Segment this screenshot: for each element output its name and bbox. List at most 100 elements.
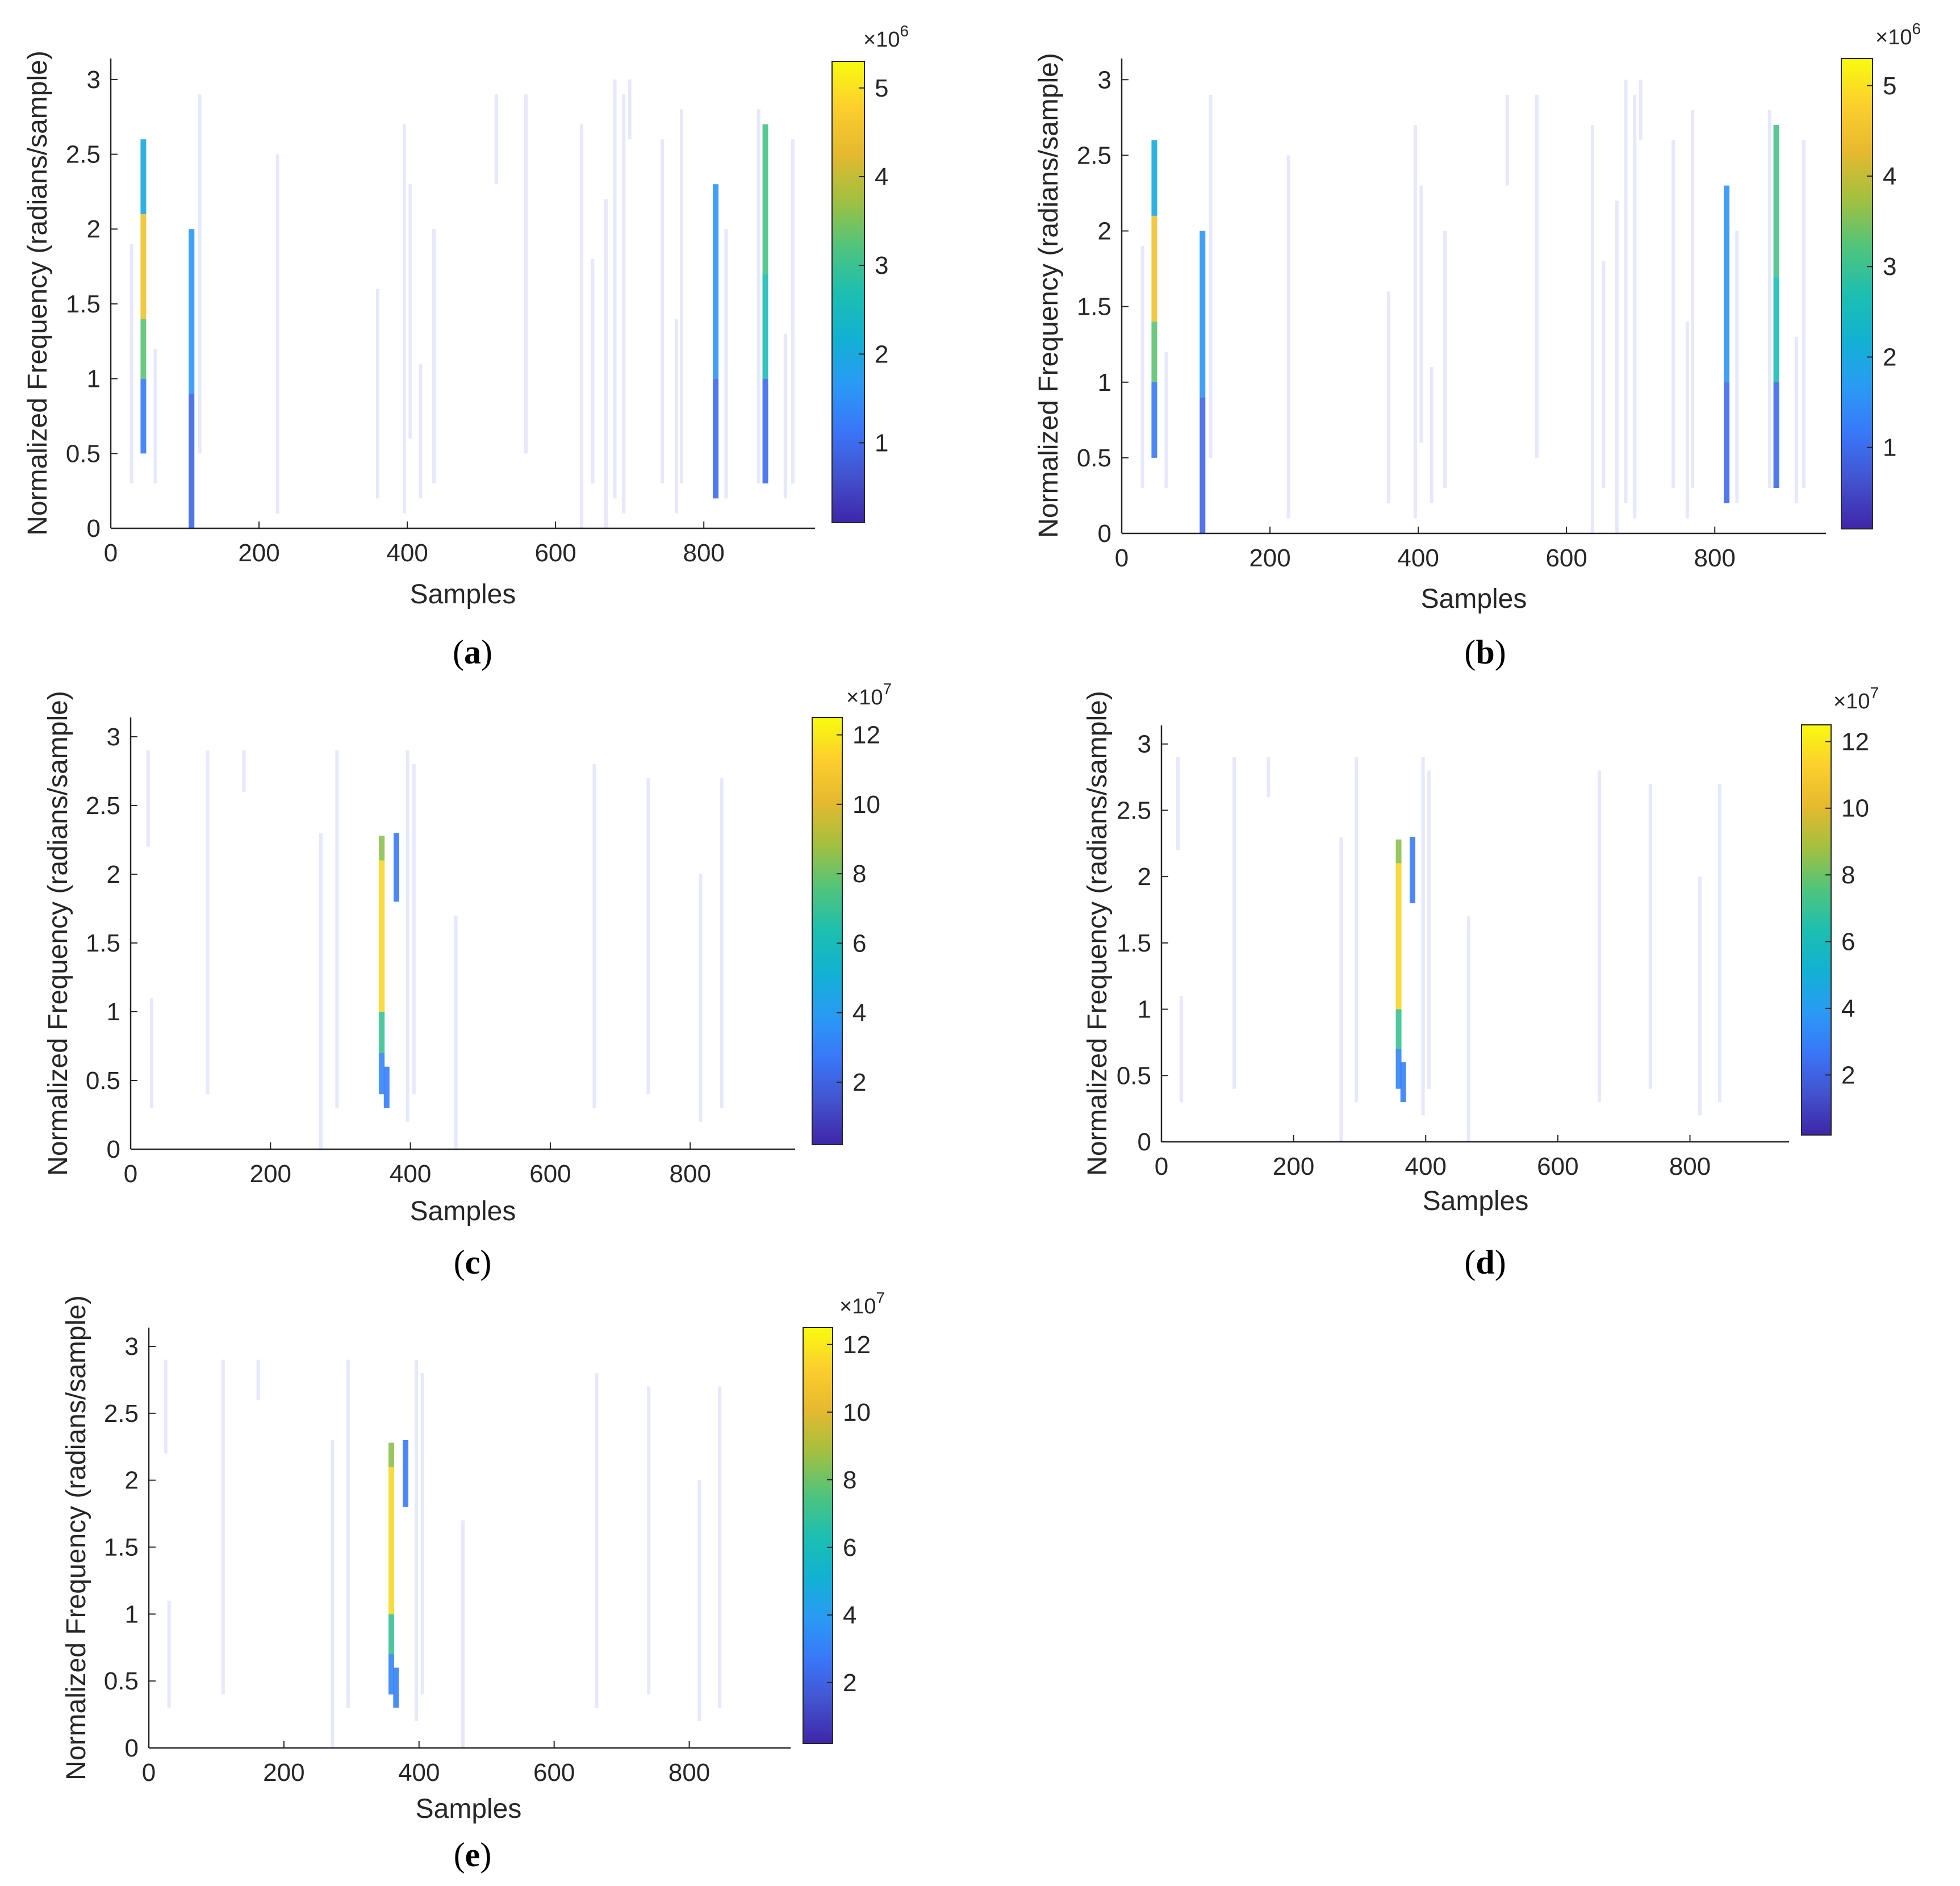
panel-b-colorbar-tick-label: 5: [1883, 72, 1896, 100]
panel-a-faint-line: [402, 124, 406, 514]
panel-b: 0 200 400 600 800 0 0.5 1 1.5 2 2.5 3 Samples Norma…: [1034, 20, 1921, 671]
panel-d-faint-line: [1698, 877, 1702, 1116]
panel-a-ylabel: Normalized Frequency (radians/sample): [23, 51, 53, 536]
panel-b-y-tick-label: 1.5: [1077, 293, 1111, 321]
panel-e-faint-line: [167, 1600, 171, 1708]
panel-c-y-tick-label: 0.5: [86, 1067, 120, 1095]
panel-c-colorbar-tick-label: 12: [852, 721, 880, 749]
panel-d-faint-line: [1598, 770, 1602, 1102]
panel-b-colorbar-bar: [1841, 58, 1873, 529]
panel-d-colorbar-tick-label: 2: [1841, 1061, 1855, 1089]
panel-c-x-tick-label: 0: [124, 1160, 137, 1188]
panel-b-colorbar-tick-label: 3: [1883, 253, 1896, 281]
panel-e: 0 200 400 600 800 0 0.5 1 1.5 2 2.5 3 Samples Norma…: [61, 1289, 885, 1874]
panel-b-colorbar: 1 2 3 4 5: [1841, 58, 1896, 529]
panel-d-exponent-base: ×10: [1833, 690, 1870, 713]
panel-a-faint-line: [432, 229, 436, 483]
panel-b-strong-line-segment: [1773, 125, 1779, 277]
panel-d-x-tick-label: 0: [1155, 1153, 1168, 1180]
panel-c-x-tick-label: 400: [390, 1160, 431, 1188]
panel-d-strong-line-segment: [1395, 863, 1402, 1009]
panel-b-strong-line-segment: [1773, 276, 1779, 382]
panel-c-y-tick-label: 1: [107, 998, 120, 1026]
panel-b-y-tick-label: 3: [1098, 66, 1111, 94]
panel-e-x-tick-label: 200: [263, 1759, 304, 1787]
panel-b-faint-line: [1430, 367, 1434, 503]
panel-b-colorbar-exponent: ×106: [1875, 20, 1921, 49]
panel-c-x-tick-label: 600: [529, 1160, 571, 1188]
panel-b-faint-line: [1286, 155, 1290, 519]
panel-d-colorbar-tick-label: 8: [1841, 861, 1855, 889]
panel-c-y-tick-label: 3: [107, 723, 120, 751]
panel-b-y-tick-label: 2: [1098, 218, 1111, 245]
panel-a-x-tick-label: 600: [534, 539, 576, 567]
panel-b-faint-line: [1590, 125, 1594, 533]
panel-b-exponent-base: ×10: [1875, 26, 1912, 49]
panel-b-strong-line-segment: [1151, 322, 1157, 382]
panel-e-xlabel: Samples: [416, 1794, 522, 1824]
panel-d-faint-lines: [1176, 757, 1721, 1142]
panel-e-colorbar-bar: [803, 1327, 833, 1744]
panel-d-colorbar-tick-label: 4: [1841, 995, 1855, 1023]
panel-a-strong-line-segment: [140, 139, 147, 214]
panel-c-strong-lines: [379, 833, 399, 1108]
panel-d-xlabel: Samples: [1423, 1186, 1529, 1216]
panel-d-y-tick-label: 2.5: [1117, 796, 1151, 824]
panel-a-strong-line-segment: [762, 124, 768, 274]
panel-c-faint-line: [412, 764, 416, 1095]
panel-e-x-tick-label: 800: [668, 1759, 710, 1787]
panel-d-colorbar-bar: [1801, 724, 1832, 1136]
panel-a-colorbar-bar: [831, 61, 865, 523]
panel-a-y-tick-label: 1: [87, 365, 101, 393]
panel-e-faint-line: [595, 1373, 599, 1708]
panel-d-y-tick-label: 2: [1138, 863, 1151, 891]
panel-e-faint-line: [346, 1359, 350, 1708]
panel-a-y-tick-label: 2: [87, 215, 101, 243]
panel-a-faint-line: [153, 348, 157, 483]
panel-e-y-tick-label: 3: [125, 1333, 139, 1361]
panel-b-strong-line-segment: [1151, 382, 1157, 458]
panel-a-faint-line: [613, 79, 617, 499]
panel-e-faint-lines: [164, 1359, 722, 1748]
panel-e-strong-line-segment: [388, 1654, 395, 1695]
panel-c-strong-line-segment: [379, 1011, 385, 1053]
panel-a-strong-line-segment: [140, 378, 147, 454]
panel-c-faint-line: [720, 778, 724, 1108]
panel-a-colorbar-exponent: ×106: [863, 22, 909, 52]
panel-b-caption-letter: b: [1476, 633, 1494, 671]
panel-e-faint-line: [461, 1520, 465, 1748]
panel-e-y-tick-label: 0.5: [104, 1667, 139, 1695]
panel-d-faint-line: [1421, 757, 1425, 1116]
panel-a-exponent-power: 6: [900, 22, 909, 40]
panel-c-colorbar-bar: [812, 717, 843, 1145]
panel-d-colorbar-tick-label: 10: [1841, 795, 1869, 823]
panel-b-faint-line: [1794, 336, 1798, 503]
panel-a-strong-line-segment: [762, 274, 768, 379]
panel-c-faint-line: [146, 750, 150, 847]
panel-d-faint-line: [1648, 783, 1652, 1089]
panel-c-strong-line-segment: [379, 1053, 385, 1095]
panel-e-exponent-base: ×10: [839, 1295, 876, 1318]
panel-b-faint-line: [1639, 80, 1643, 140]
panel-e-y-tick-label: 2: [125, 1467, 139, 1495]
panel-a-y-tick-label: 0.5: [66, 440, 101, 468]
panel-e-colorbar-tick-label: 2: [843, 1669, 856, 1697]
panel-c-strong-line-segment: [383, 1066, 390, 1108]
panel-a-strong-line-segment: [140, 319, 147, 379]
panel-b-xlabel: Samples: [1421, 584, 1527, 614]
panel-d-y-tick-label: 1.5: [1117, 929, 1151, 957]
panel-d-exponent-power: 7: [1870, 684, 1879, 702]
panel-d-faint-line: [1466, 916, 1470, 1142]
panel-a-exponent-base: ×10: [863, 28, 900, 52]
panel-a-strong-line-segment: [762, 378, 768, 483]
panel-c-faint-line: [149, 998, 153, 1108]
panel-d-y-tick-label: 0: [1138, 1128, 1151, 1156]
panel-b-faint-line: [1633, 94, 1637, 519]
panel-b-faint-line: [1419, 185, 1423, 443]
panel-d-y-tick-label: 3: [1138, 731, 1151, 758]
panel-c-strong-line-segment: [394, 833, 399, 902]
panel-a-faint-line: [198, 94, 202, 454]
panel-b-faint-lines: [1140, 80, 1806, 533]
panel-a-x-tick-label: 800: [683, 539, 724, 567]
panel-e-faint-line: [256, 1359, 260, 1400]
